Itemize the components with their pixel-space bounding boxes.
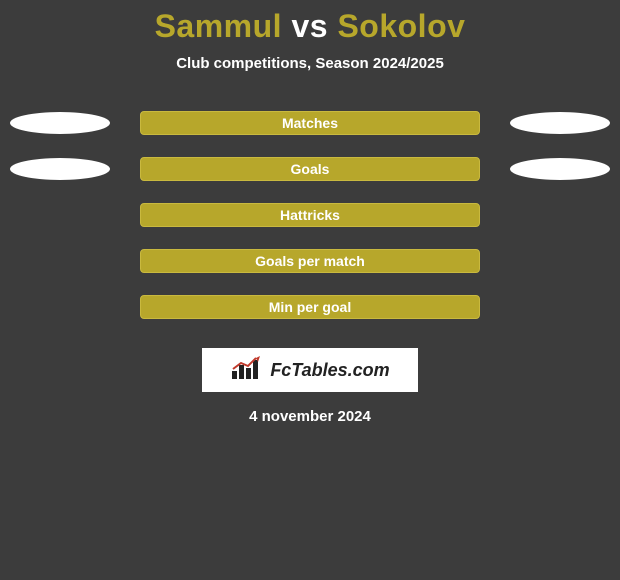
bar-chart-icon xyxy=(230,355,264,386)
title-player2: Sokolov xyxy=(337,8,465,44)
metric-row: Goals xyxy=(0,146,620,192)
title-vs: vs xyxy=(291,8,328,44)
date-text: 4 november 2024 xyxy=(0,408,620,425)
metric-label: Hattricks xyxy=(141,207,479,223)
metric-row: Hattricks xyxy=(0,192,620,238)
metric-bar: Goals per match xyxy=(140,249,480,273)
metric-bar: Goals xyxy=(140,157,480,181)
metric-bar: Hattricks xyxy=(140,203,480,227)
metric-label: Matches xyxy=(141,115,479,131)
subtitle: Club competitions, Season 2024/2025 xyxy=(0,55,620,72)
metric-row: Matches xyxy=(0,100,620,146)
metric-rows: Matches Goals Hattricks Goals per match Min … xyxy=(0,100,620,330)
metric-label: Goals xyxy=(141,161,479,177)
logo-text: FcTables.com xyxy=(270,360,389,381)
value-ellipse-left xyxy=(10,158,110,180)
metric-label: Goals per match xyxy=(141,253,479,269)
title-player1: Sammul xyxy=(155,8,282,44)
page-title: Sammul vs Sokolov xyxy=(0,0,620,45)
value-ellipse-left xyxy=(10,112,110,134)
metric-row: Goals per match xyxy=(0,238,620,284)
logo-box: FcTables.com xyxy=(202,348,418,392)
metric-row: Min per goal xyxy=(0,284,620,330)
value-ellipse-right xyxy=(510,112,610,134)
comparison-canvas: Sammul vs Sokolov Club competitions, Sea… xyxy=(0,0,620,580)
metric-bar: Matches xyxy=(140,111,480,135)
value-ellipse-right xyxy=(510,158,610,180)
metric-label: Min per goal xyxy=(141,299,479,315)
metric-bar: Min per goal xyxy=(140,295,480,319)
